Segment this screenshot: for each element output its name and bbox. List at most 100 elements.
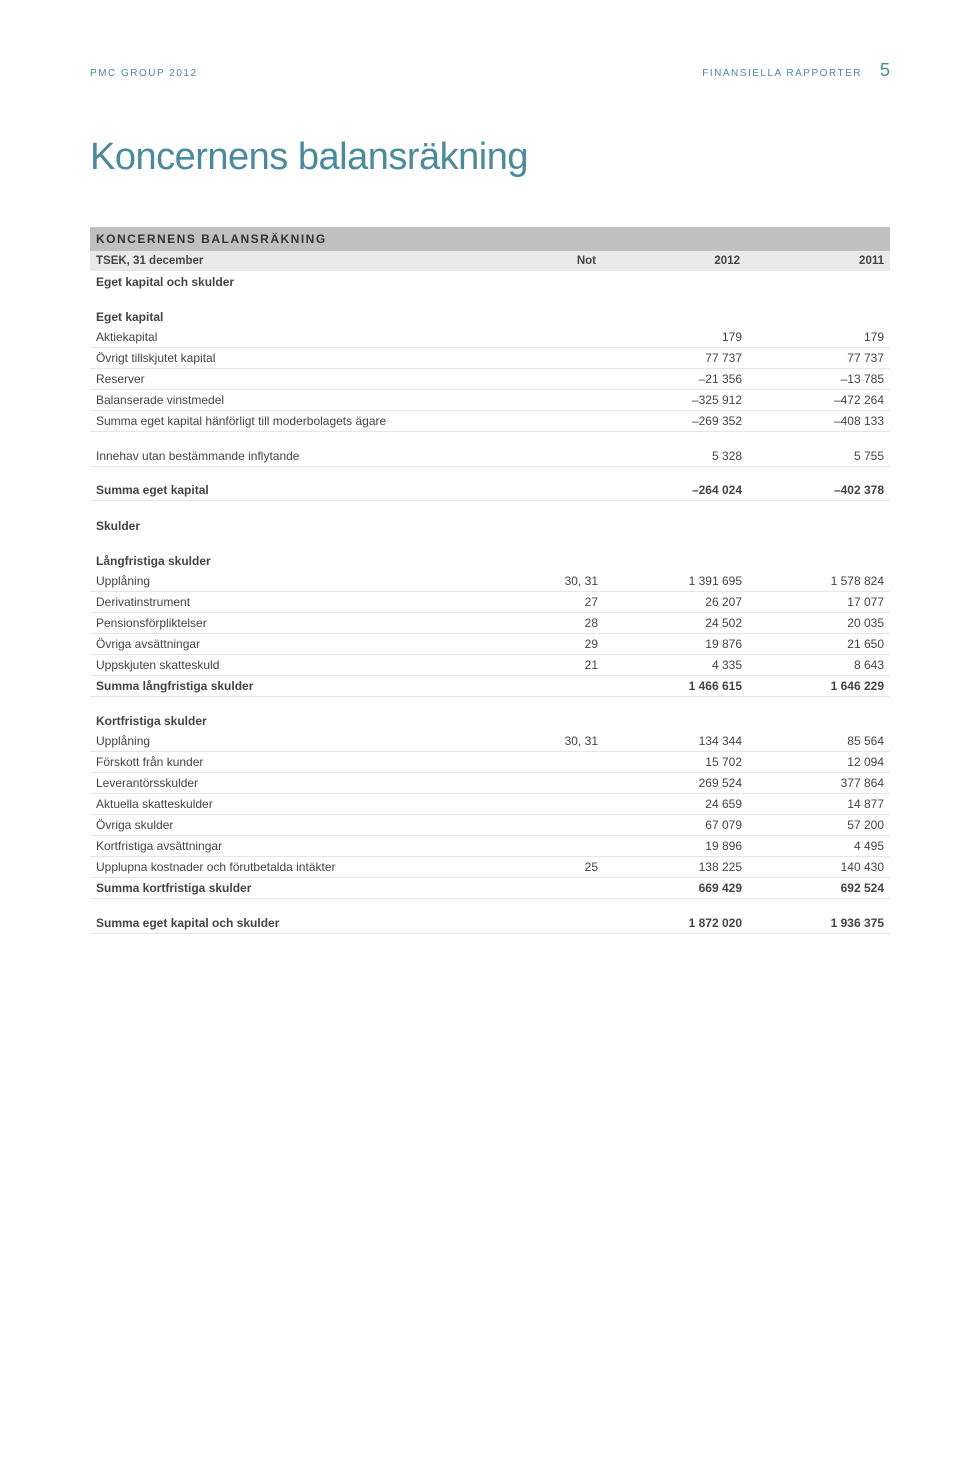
table-row: Övriga skulder67 07957 200 xyxy=(90,815,890,836)
row-label: Summa kortfristiga skulder xyxy=(90,878,530,899)
row-label: Leverantörsskulder xyxy=(90,773,530,794)
table-header-row: TSEK, 31 december Not 2012 2011 xyxy=(90,251,890,271)
cell-y2012: 5 328 xyxy=(602,446,746,467)
table-row: Derivatinstrument2726 20717 077 xyxy=(90,591,890,612)
cell-not xyxy=(530,390,602,411)
cell-y2012: 138 225 xyxy=(602,857,746,878)
row-label: Balanserade vinstmedel xyxy=(90,390,530,411)
section-label: Skulder xyxy=(90,515,530,536)
cell-y2011: 57 200 xyxy=(746,815,890,836)
section-row: Kortfristiga skulder xyxy=(90,710,890,731)
page-title: Koncernens balansräkning xyxy=(90,136,890,179)
balance-table: KONCERNENS BALANSRÄKNING TSEK, 31 decemb… xyxy=(90,227,890,934)
row-label: Summa långfristiga skulder xyxy=(90,675,530,696)
cell-y2011: 77 737 xyxy=(746,348,890,369)
cell-not xyxy=(530,878,602,899)
row-label: Upplupna kostnader och förutbetalda intä… xyxy=(90,857,530,878)
row-label: Övrigt tillskjutet kapital xyxy=(90,348,530,369)
row-label: Aktiekapital xyxy=(90,327,530,348)
cell-y2012: –269 352 xyxy=(602,411,746,432)
cell-y2012: 19 896 xyxy=(602,836,746,857)
cell-y2011: 12 094 xyxy=(746,752,890,773)
row-label: Övriga skulder xyxy=(90,815,530,836)
cell-y2012: 1 391 695 xyxy=(602,571,746,592)
cell-not: 30, 31 xyxy=(530,571,602,592)
cell-not: 29 xyxy=(530,633,602,654)
cell-y2011: 8 643 xyxy=(746,654,890,675)
cell-y2012: 15 702 xyxy=(602,752,746,773)
cell-not xyxy=(530,794,602,815)
table-row: Pensionsförpliktelser2824 50220 035 xyxy=(90,612,890,633)
cell-y2012: –325 912 xyxy=(602,390,746,411)
total-row: Summa kortfristiga skulder669 429692 524 xyxy=(90,878,890,899)
cell-y2011: 4 495 xyxy=(746,836,890,857)
cell-y2011: 21 650 xyxy=(746,633,890,654)
header-section-label: FINANSIELLA RAPPORTER xyxy=(702,68,862,79)
cell-not xyxy=(530,815,602,836)
table-row: Aktuella skatteskulder24 65914 877 xyxy=(90,794,890,815)
cell-y2012: 1 466 615 xyxy=(602,675,746,696)
cell-y2012: 19 876 xyxy=(602,633,746,654)
page-number: 5 xyxy=(880,60,890,81)
cell-y2011: 140 430 xyxy=(746,857,890,878)
cell-y2012: 1 872 020 xyxy=(602,913,746,934)
row-label: Aktuella skatteskulder xyxy=(90,794,530,815)
page: PMC GROUP 2012 FINANSIELLA RAPPORTER 5 K… xyxy=(0,0,960,994)
spacer-row xyxy=(90,899,890,913)
row-label: Summa eget kapital och skulder xyxy=(90,913,530,934)
table-row: Upplupna kostnader och förutbetalda intä… xyxy=(90,857,890,878)
spacer-row xyxy=(90,432,890,446)
cell-not xyxy=(530,369,602,390)
cell-y2012: 77 737 xyxy=(602,348,746,369)
table-title: KONCERNENS BALANSRÄKNING xyxy=(90,227,890,251)
cell-not xyxy=(530,913,602,934)
table-row: Övrigt tillskjutet kapital 77 73777 737 xyxy=(90,348,890,369)
section-label: Eget kapital xyxy=(90,306,530,327)
table-row: Summa eget kapital hänförligt till moder… xyxy=(90,411,890,432)
cell-not xyxy=(530,480,602,501)
row-label: Summa eget kapital hänförligt till moder… xyxy=(90,411,530,432)
cell-not xyxy=(530,327,602,348)
cell-y2012: 4 335 xyxy=(602,654,746,675)
row-label: Förskott från kunder xyxy=(90,752,530,773)
row-label: Övriga avsättningar xyxy=(90,633,530,654)
cell-y2011: –13 785 xyxy=(746,369,890,390)
cell-y2011: 179 xyxy=(746,327,890,348)
table-row: Innehav utan bestämmande inflytande5 328… xyxy=(90,446,890,467)
cell-y2011: 17 077 xyxy=(746,591,890,612)
table-row: Leverantörsskulder269 524377 864 xyxy=(90,773,890,794)
col-2011: 2011 xyxy=(746,251,890,271)
spacer-row xyxy=(90,292,890,306)
spacer-row xyxy=(90,501,890,515)
row-label: Upplåning xyxy=(90,571,530,592)
cell-not: 21 xyxy=(530,654,602,675)
header-left: PMC GROUP 2012 xyxy=(90,68,198,79)
table-title-row: KONCERNENS BALANSRÄKNING xyxy=(90,227,890,251)
cell-y2011: 20 035 xyxy=(746,612,890,633)
cell-y2012: 24 502 xyxy=(602,612,746,633)
running-header: PMC GROUP 2012 FINANSIELLA RAPPORTER 5 xyxy=(90,60,890,81)
cell-not xyxy=(530,675,602,696)
cell-y2011: –408 133 xyxy=(746,411,890,432)
section-label: Långfristiga skulder xyxy=(90,550,530,571)
cell-y2012: 24 659 xyxy=(602,794,746,815)
row-label: Uppskjuten skatteskuld xyxy=(90,654,530,675)
table-row: Reserver–21 356–13 785 xyxy=(90,369,890,390)
section-row: Eget kapital xyxy=(90,306,890,327)
spacer-row xyxy=(90,466,890,480)
total-row: Summa långfristiga skulder1 466 6151 646… xyxy=(90,675,890,696)
row-label: Derivatinstrument xyxy=(90,591,530,612)
cell-not xyxy=(530,348,602,369)
cell-not xyxy=(530,752,602,773)
spacer-row xyxy=(90,536,890,550)
cell-not xyxy=(530,773,602,794)
header-right: FINANSIELLA RAPPORTER 5 xyxy=(702,60,890,81)
table-row: Förskott från kunder 15 70212 094 xyxy=(90,752,890,773)
row-label: Pensionsförpliktelser xyxy=(90,612,530,633)
col-label: TSEK, 31 december xyxy=(90,251,530,271)
table-row: Uppskjuten skatteskuld214 3358 643 xyxy=(90,654,890,675)
cell-y2011: 692 524 xyxy=(746,878,890,899)
col-2012: 2012 xyxy=(602,251,746,271)
cell-y2012: –264 024 xyxy=(602,480,746,501)
cell-not: 30, 31 xyxy=(530,731,602,752)
